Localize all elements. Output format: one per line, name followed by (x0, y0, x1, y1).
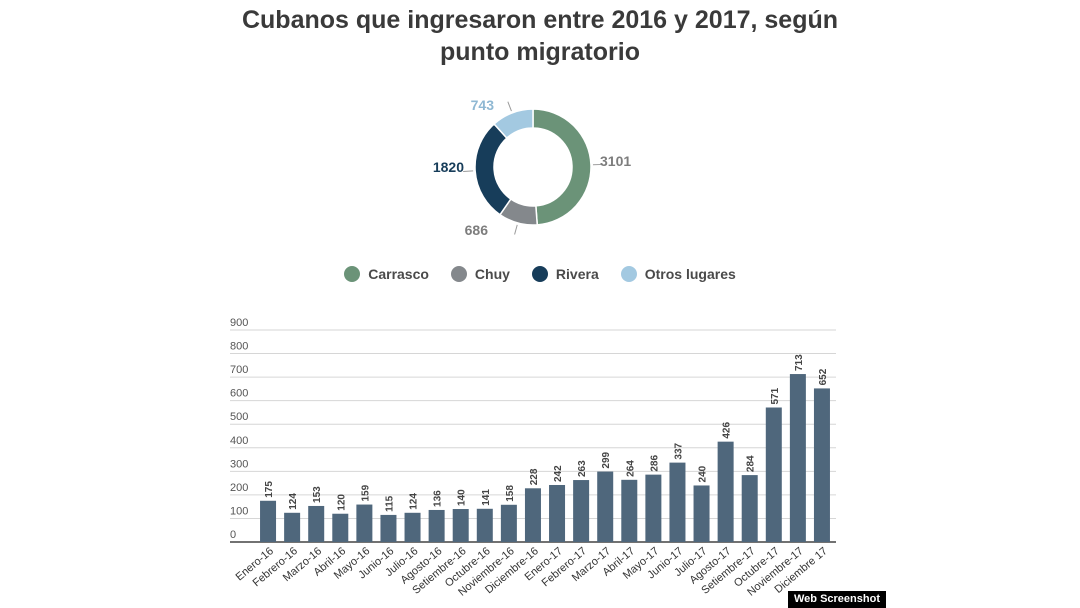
y-tick-label-700: 700 (230, 364, 248, 376)
web-screenshot-badge: Web Screenshot (788, 591, 886, 608)
bar-value-label-2: 153 (312, 486, 323, 503)
donut-value-label-otros-lugares: 743 (471, 97, 495, 113)
donut-value-label-chuy: 686 (465, 222, 489, 238)
bar-value-label-22: 713 (794, 354, 805, 371)
bar-value-label-13: 263 (577, 460, 588, 477)
bar-value-label-4: 159 (360, 484, 371, 501)
legend-label-rivera: Rivera (555, 266, 599, 282)
bar-6 (404, 512, 421, 542)
bar-value-label-14: 299 (601, 451, 612, 468)
legend-swatch-carrasco (344, 266, 361, 282)
bar-21 (765, 407, 782, 542)
bar-14 (597, 471, 614, 542)
bar-16 (645, 474, 662, 542)
y-tick-label-900: 900 (230, 317, 248, 329)
bar-value-label-10: 158 (505, 485, 516, 502)
donut-value-label-carrasco: 3101 (600, 153, 631, 169)
bar-9 (476, 508, 493, 542)
bar-value-label-8: 140 (457, 489, 468, 506)
bar-10 (500, 504, 517, 542)
chart-title-line1: Cubanos que ingresaron entre 2016 y 2017… (241, 6, 839, 34)
legend-item-chuy: Chuy (450, 266, 510, 282)
bar-value-label-18: 240 (698, 465, 709, 482)
bar-value-label-12: 242 (553, 465, 564, 482)
bar-11 (524, 488, 541, 542)
bar-value-label-5: 115 (384, 495, 395, 512)
legend: Carrasco Chuy Rivera Otros lugares (0, 266, 1080, 282)
bar-18 (693, 485, 710, 542)
legend-label-carrasco: Carrasco (368, 266, 429, 282)
legend-item-carrasco: Carrasco (344, 266, 429, 282)
bar-7 (428, 509, 445, 542)
bar-value-label-1: 124 (288, 493, 299, 510)
legend-item-rivera: Rivera (531, 266, 599, 282)
bar-13 (573, 480, 590, 542)
y-tick-label-0: 0 (230, 529, 236, 541)
bar-4 (356, 504, 373, 542)
bar-value-label-16: 286 (649, 455, 660, 472)
legend-swatch-rivera (531, 266, 548, 282)
bar-value-label-9: 141 (481, 489, 492, 506)
bar-value-label-20: 284 (746, 455, 757, 472)
donut-leader-rivera (463, 170, 474, 173)
bar-value-label-23: 652 (818, 368, 829, 385)
chart-title-line2: punto migratorio (440, 38, 640, 66)
bar-5 (380, 514, 397, 542)
bar-0 (260, 500, 277, 542)
y-tick-label-500: 500 (230, 411, 248, 423)
bar-value-label-7: 136 (433, 490, 444, 507)
legend-item-otros-lugares: Otros lugares (620, 266, 736, 282)
bar-15 (621, 479, 638, 542)
bar-value-label-19: 426 (722, 422, 733, 439)
bar-12 (549, 484, 566, 542)
legend-label-otros-lugares: Otros lugares (644, 266, 736, 282)
bar-value-label-17: 337 (673, 442, 684, 459)
bar-23 (813, 388, 830, 542)
y-tick-label-200: 200 (230, 482, 248, 494)
bar-value-label-15: 264 (625, 460, 636, 477)
bar-8 (452, 509, 469, 542)
donut-slice-otros-lugares (493, 108, 534, 140)
donut-leader-otros-lugares (507, 101, 512, 112)
bar-3 (332, 513, 349, 542)
bar-17 (669, 462, 686, 542)
y-tick-label-800: 800 (230, 341, 248, 353)
bar-1 (284, 512, 301, 542)
bar-22 (789, 374, 806, 542)
bar-value-label-0: 175 (264, 481, 275, 498)
y-tick-label-100: 100 (230, 505, 248, 517)
chart-title: Cubanos que ingresaron entre 2016 y 2017… (0, 4, 1080, 68)
y-tick-label-600: 600 (230, 388, 248, 400)
bar-19 (717, 441, 734, 542)
bar-value-label-3: 120 (336, 494, 347, 511)
donut-leader-chuy (514, 224, 518, 235)
legend-label-chuy: Chuy (474, 266, 510, 282)
legend-swatch-chuy (450, 266, 467, 282)
y-tick-label-300: 300 (230, 458, 248, 470)
bar-value-label-6: 124 (409, 493, 420, 510)
bar-2 (308, 505, 325, 542)
bar-value-label-21: 571 (770, 387, 781, 404)
bar-value-label-11: 228 (529, 468, 540, 485)
donut-slice-carrasco (532, 108, 592, 226)
y-tick-label-400: 400 (230, 435, 248, 447)
legend-swatch-otros-lugares (620, 266, 637, 282)
bar-20 (741, 475, 758, 542)
donut-value-label-rivera: 1820 (433, 159, 464, 175)
